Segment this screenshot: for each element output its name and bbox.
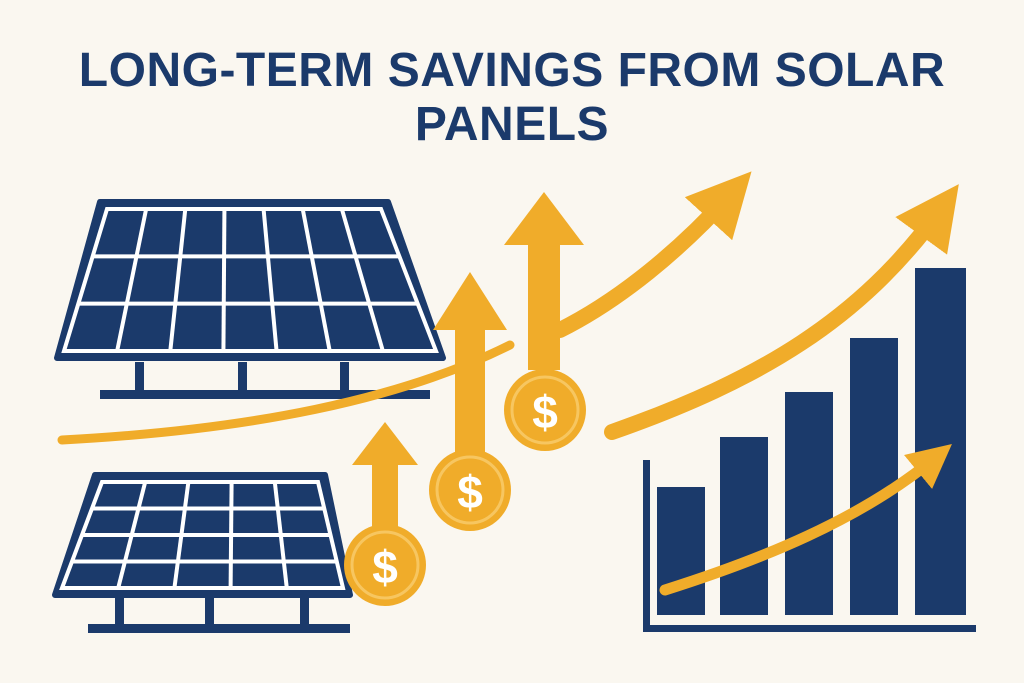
solar-panels	[52, 199, 446, 598]
coin-rim	[350, 530, 420, 600]
coin-rim	[510, 375, 580, 445]
coin	[429, 449, 511, 531]
panel-grid	[115, 208, 149, 352]
panel-grid	[168, 208, 188, 352]
coins: $ $ $	[344, 369, 586, 606]
coin	[344, 524, 426, 606]
up-arrows	[352, 192, 584, 530]
title: LONG-TERM SAVINGS FROM SOLAR PANELS	[78, 44, 946, 151]
panel-grid	[221, 208, 227, 352]
coin-rim	[435, 455, 505, 525]
panel-frame	[59, 480, 346, 590]
panel-grid	[300, 208, 332, 352]
coin-symbol: $	[457, 466, 483, 518]
bar-chart-icon	[643, 268, 976, 632]
coin-symbol: $	[372, 541, 398, 593]
coin-symbol: $	[532, 386, 558, 438]
coin	[504, 369, 586, 451]
panel-stands	[88, 362, 430, 633]
panel	[54, 199, 446, 361]
panel-grid	[261, 208, 279, 352]
panel-grid	[339, 208, 385, 352]
